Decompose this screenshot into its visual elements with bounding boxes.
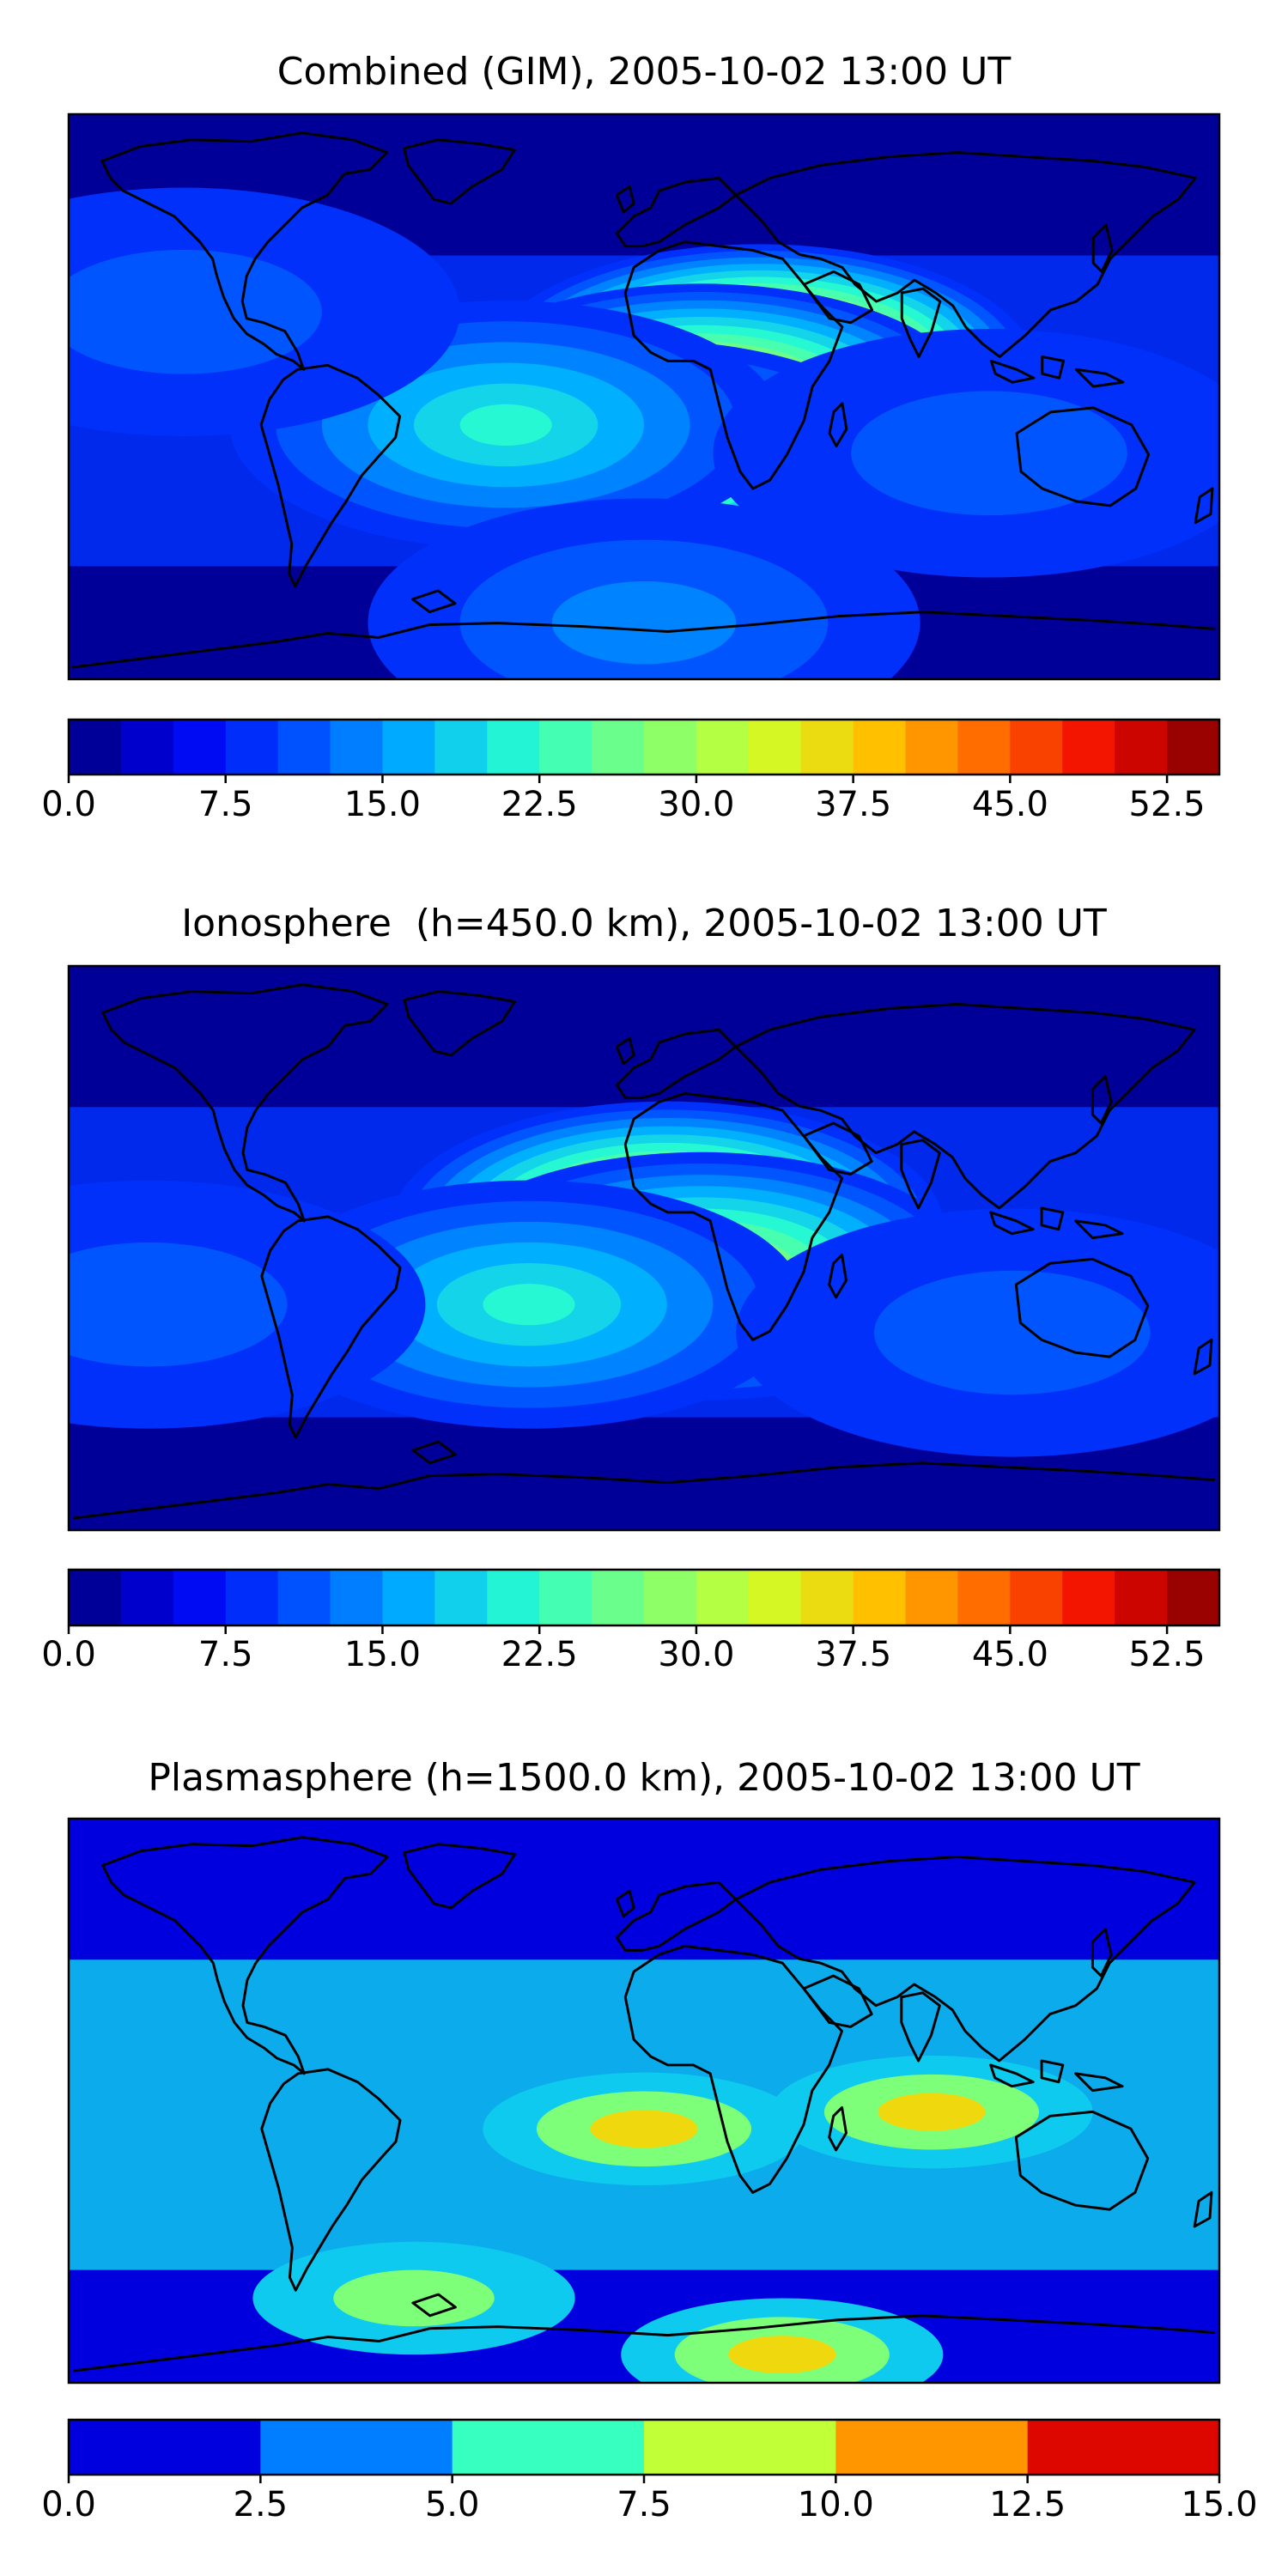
colorbar-swatch <box>905 1570 958 1625</box>
colorbar-swatch <box>748 720 802 775</box>
colorbar-swatch <box>1167 720 1220 775</box>
colorbar-swatch <box>277 720 331 775</box>
contour-2-2-5 <box>483 1284 575 1326</box>
contour-1-3-5 <box>459 404 552 447</box>
colorbar-swatch <box>1062 720 1115 775</box>
colorbar-1: 0.0 7.5 15.0 22.5 30.0 37.5 45.0 52.5 <box>41 718 1221 824</box>
colorbar-swatch <box>853 720 907 775</box>
colorbar-swatch <box>434 720 488 775</box>
colorbar-swatch <box>905 720 958 775</box>
contour-3-2-1 <box>333 2269 495 2327</box>
contour-1-6-2 <box>551 580 737 665</box>
map-frame-1 <box>67 112 1221 681</box>
colorbar-tick-label: 0.0 <box>41 2485 96 2524</box>
colorbar-swatch <box>644 2420 836 2475</box>
colorbar-swatch <box>277 1570 331 1625</box>
colorbar-frame <box>67 1568 1221 1627</box>
colorbar-swatch <box>487 720 540 775</box>
colorbar-swatch <box>173 720 227 775</box>
colorbar-swatch <box>539 720 592 775</box>
colorbar-swatch <box>644 1570 697 1625</box>
colorbar-swatch <box>853 1570 907 1625</box>
colorbar-tick-label: 7.5 <box>617 2485 671 2524</box>
colorbar-swatch <box>173 1570 227 1625</box>
colorbar-tick-label: 45.0 <box>972 785 1048 824</box>
colorbar-swatch <box>225 1570 279 1625</box>
colorbar-tick-label: 7.5 <box>198 1635 253 1674</box>
colorbar-tick-label: 0.0 <box>41 785 96 824</box>
colorbar-swatch <box>748 1570 802 1625</box>
panel-2-title: Ionosphere (h=450.0 km), 2005-10-02 13:0… <box>181 902 1107 945</box>
colorbar-swatch <box>120 720 174 775</box>
map-field-1 <box>69 114 1219 679</box>
colorbar-frame <box>67 718 1221 776</box>
colorbar-swatch <box>835 2420 1029 2475</box>
colorbar-tick-label: 10.0 <box>798 2485 874 2524</box>
colorbar-3: 0.0 2.5 5.0 7.5 10.0 12.5 15.0 <box>41 2418 1258 2524</box>
colorbar-tick-label: 52.5 <box>1129 785 1206 824</box>
colorbar-swatch <box>1062 1570 1115 1625</box>
colorbar-swatch <box>382 720 435 775</box>
colorbar-swatch <box>225 720 279 775</box>
colorbar-tick-label: 15.0 <box>1181 2485 1257 2524</box>
colorbar-tick-label: 7.5 <box>198 785 253 824</box>
contour-1-5-1 <box>851 391 1127 516</box>
colorbar-swatch <box>69 1570 122 1625</box>
colorbar-tick-label: 37.5 <box>815 1635 891 1674</box>
colorbar-swatch <box>696 720 750 775</box>
map-field-3 <box>69 1819 1219 2383</box>
colorbar-tick-label: 22.5 <box>501 1635 578 1674</box>
colorbar-tick-label: 37.5 <box>815 785 891 824</box>
colorbar-swatch <box>1115 720 1168 775</box>
colorbar-tick-label: 30.0 <box>658 785 734 824</box>
colorbar-swatch <box>1167 1570 1220 1625</box>
colorbar-swatch <box>696 1570 750 1625</box>
colorbar-tick-label: 45.0 <box>972 1635 1048 1674</box>
colorbar-tick-label: 30.0 <box>658 1635 734 1674</box>
colorbar-tick-label: 15.0 <box>344 1635 421 1674</box>
colorbar-swatch <box>1010 1570 1063 1625</box>
colorbar-2: 0.0 7.5 15.0 22.5 30.0 37.5 45.0 52.5 <box>41 1568 1221 1674</box>
colorbar-tick-label: 52.5 <box>1129 1635 1206 1674</box>
map-frame-3 <box>67 1817 1221 2385</box>
colorbar-tick-label: 0.0 <box>41 1635 96 1674</box>
colorbar-swatch <box>382 1570 435 1625</box>
colorbar-swatch <box>1010 720 1063 775</box>
colorbar-tick-label: 22.5 <box>501 785 578 824</box>
contour-2-4-1 <box>874 1270 1151 1395</box>
colorbar-swatch <box>539 1570 592 1625</box>
colorbar-swatch <box>487 1570 540 1625</box>
colorbar-swatch <box>330 1570 383 1625</box>
colorbar-swatch <box>1027 2420 1220 2475</box>
colorbar-tick-label: 5.0 <box>425 2485 480 2524</box>
colorbar-swatch <box>592 1570 645 1625</box>
contour-3-1-2 <box>878 2093 986 2131</box>
colorbar-swatch <box>69 2420 261 2475</box>
colorbar-swatch <box>260 2420 453 2475</box>
colorbar-swatch <box>69 720 122 775</box>
contour-2-3-1 <box>69 1242 288 1367</box>
colorbar-tick-label: 2.5 <box>234 2485 289 2524</box>
colorbar-swatch <box>452 2420 645 2475</box>
contour-1-4-1 <box>69 249 322 374</box>
colorbar-swatch <box>330 720 383 775</box>
panel-1-title: Combined (GIM), 2005-10-02 13:00 UT <box>276 50 1012 94</box>
colorbar-swatch <box>1115 1570 1168 1625</box>
colorbar-tick-label: 15.0 <box>344 785 421 824</box>
contour-3-3-2 <box>728 2336 836 2374</box>
colorbar-swatch <box>120 1570 174 1625</box>
colorbar-tick-label: 12.5 <box>989 2485 1066 2524</box>
map-frame-2 <box>67 964 1221 1532</box>
colorbar-swatch <box>800 1570 854 1625</box>
colorbar-swatch <box>957 720 1011 775</box>
colorbar-swatch <box>957 1570 1011 1625</box>
colorbar-swatch <box>644 720 697 775</box>
colorbar-swatch <box>592 720 645 775</box>
panel-3-title: Plasmasphere (h=1500.0 km), 2005-10-02 1… <box>148 1756 1140 1800</box>
contour-3-0-2 <box>590 2110 698 2148</box>
map-field-2 <box>69 966 1219 1530</box>
colorbar-swatch <box>434 1570 488 1625</box>
colorbar-swatch <box>800 720 854 775</box>
